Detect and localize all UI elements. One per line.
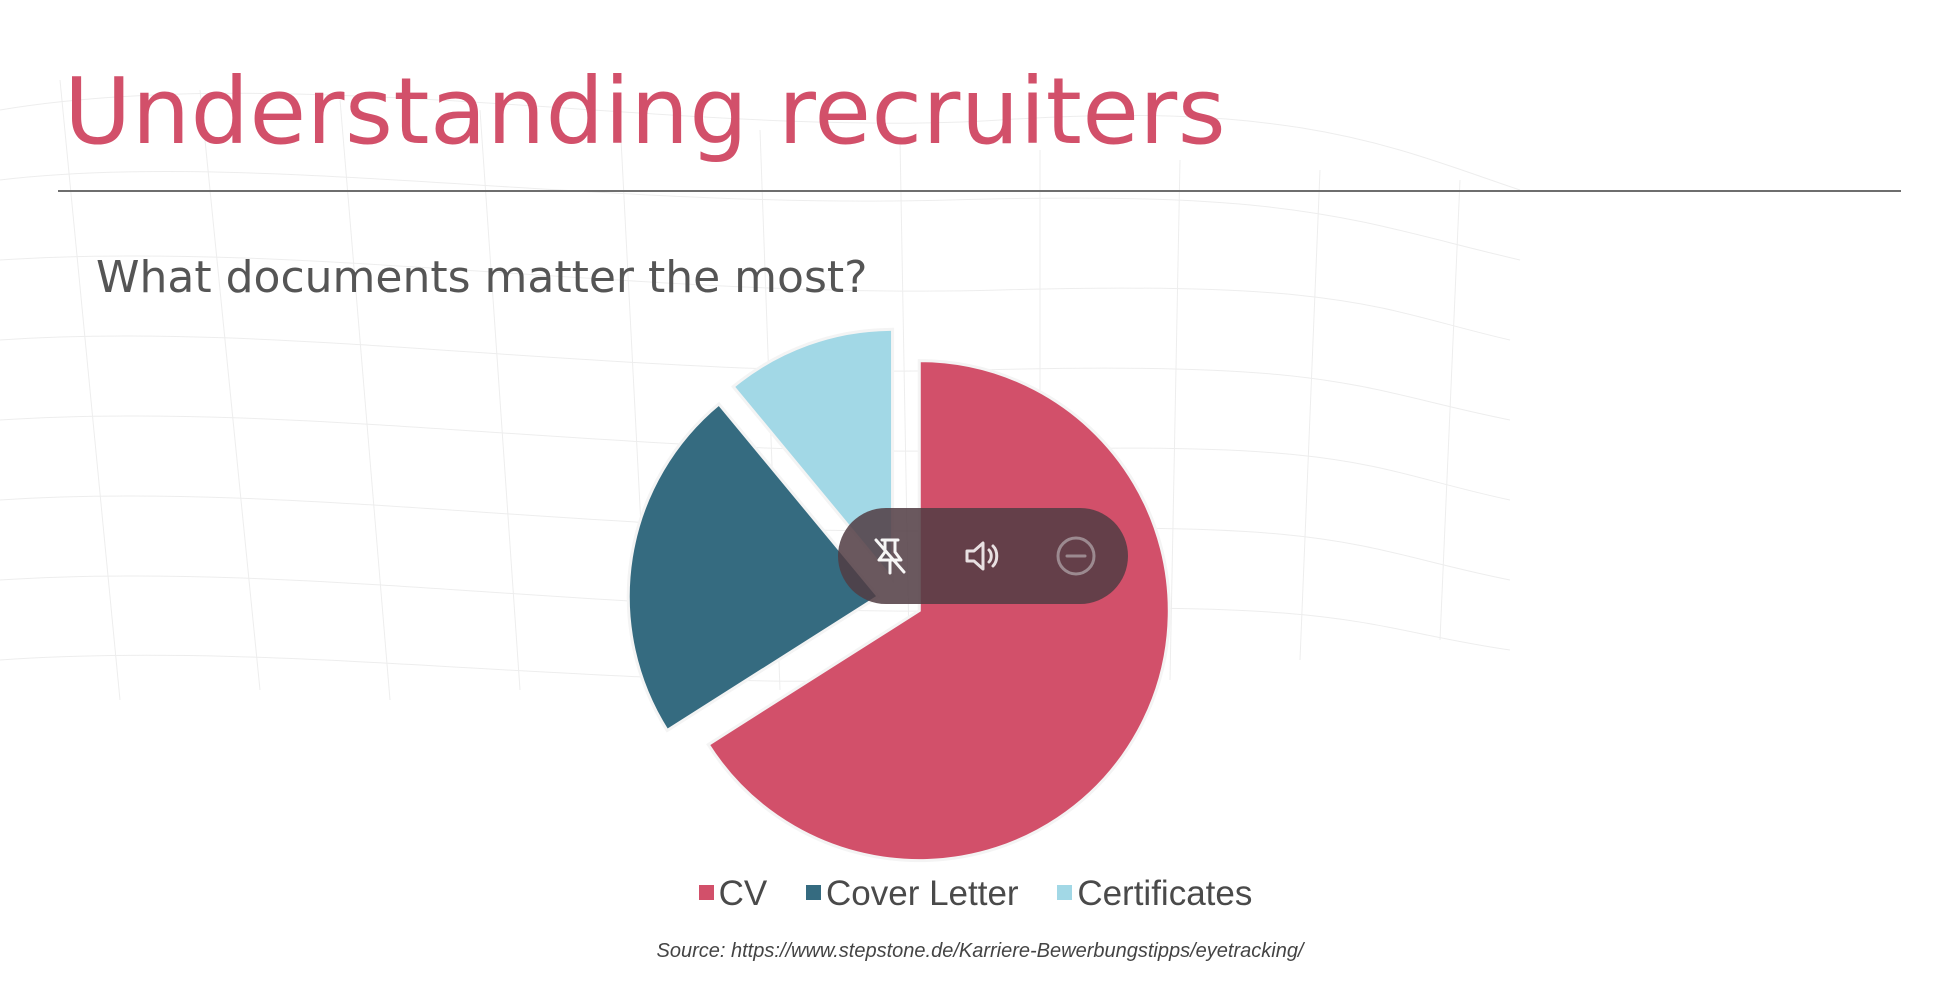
minimize-icon xyxy=(1053,533,1099,579)
legend-label-cv: CV xyxy=(718,873,768,913)
pie-slice-cv xyxy=(706,359,1171,863)
unpin-button[interactable] xyxy=(842,508,938,604)
legend-label-certificates: Certificates xyxy=(1077,873,1253,913)
legend-label-cover-letter: Cover Letter xyxy=(825,873,1019,913)
slide-subtitle: What documents matter the most? xyxy=(96,252,868,303)
pie-chart xyxy=(626,327,1171,863)
legend-swatch-cv xyxy=(697,884,715,901)
media-toolbar xyxy=(838,508,1128,604)
pie-slice-cover-letter xyxy=(626,401,881,733)
volume-button[interactable] xyxy=(935,508,1031,604)
slide-title: Understanding recruiters xyxy=(64,58,1227,165)
minimize-button[interactable] xyxy=(1028,508,1124,604)
legend-item-certificates: Certificates xyxy=(1056,874,1252,914)
legend-item-cv: CV xyxy=(697,873,768,914)
source-citation: Source: https://www.stepstone.de/Karrier… xyxy=(656,940,1304,962)
unpin-icon xyxy=(868,534,912,578)
volume-icon xyxy=(961,534,1005,578)
legend-swatch-cover-letter xyxy=(804,884,822,901)
chart-legend: CV Cover Letter Certificates xyxy=(0,872,1950,914)
title-divider xyxy=(58,190,1901,192)
pie-slice-certificates xyxy=(731,327,895,584)
legend-swatch-certificates xyxy=(1056,884,1074,901)
legend-item-cover-letter: Cover Letter xyxy=(804,873,1019,914)
